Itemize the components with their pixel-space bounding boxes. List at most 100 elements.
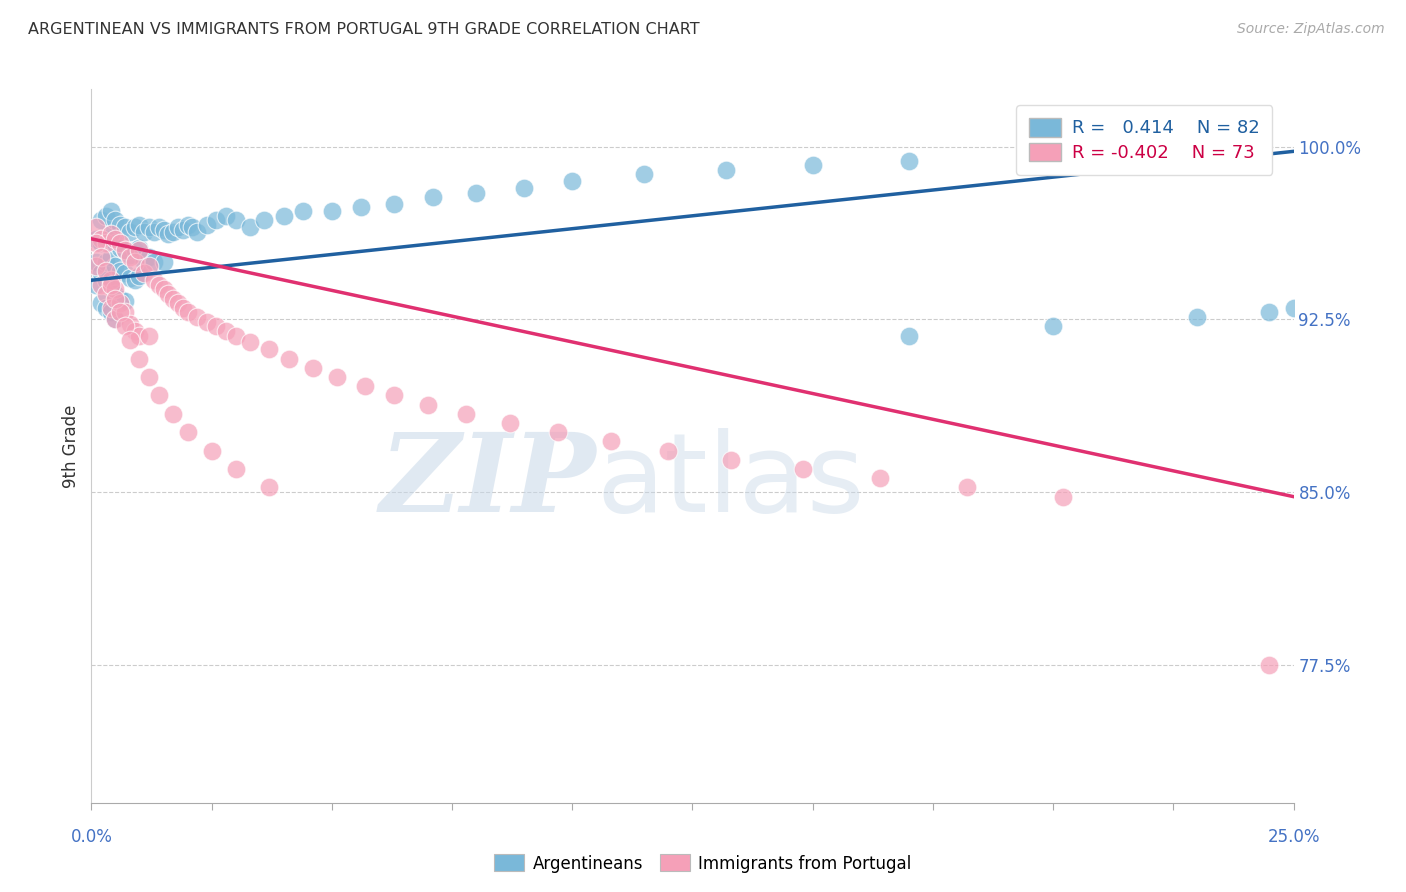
Point — [561, 174, 583, 188]
Point — [897, 153, 920, 168]
Point — [118, 248, 141, 262]
Point — [176, 425, 198, 440]
Point — [84, 236, 107, 251]
Point — [1042, 319, 1064, 334]
Point — [104, 232, 127, 246]
Point — [124, 244, 146, 258]
Point — [955, 480, 977, 494]
Point — [195, 218, 218, 232]
Point — [547, 425, 569, 440]
Point — [225, 328, 247, 343]
Point — [110, 296, 132, 310]
Point — [110, 264, 132, 278]
Point — [513, 181, 536, 195]
Point — [801, 158, 824, 172]
Point — [152, 255, 174, 269]
Point — [148, 388, 170, 402]
Point — [104, 283, 127, 297]
Point — [100, 277, 122, 292]
Point — [172, 222, 194, 236]
Point — [90, 266, 112, 280]
Point — [181, 220, 204, 235]
Point — [128, 268, 150, 283]
Point — [94, 209, 117, 223]
Text: ZIP: ZIP — [380, 428, 596, 535]
Point — [157, 227, 180, 242]
Point — [90, 232, 112, 246]
Point — [382, 388, 405, 402]
Point — [94, 232, 117, 246]
Point — [104, 260, 127, 274]
Point — [869, 471, 891, 485]
Point — [456, 407, 478, 421]
Point — [186, 310, 208, 324]
Point — [1258, 657, 1281, 672]
Point — [205, 319, 228, 334]
Point — [273, 209, 295, 223]
Text: 0.0%: 0.0% — [70, 828, 112, 846]
Point — [90, 277, 112, 292]
Point — [239, 335, 262, 350]
Point — [134, 255, 156, 269]
Point — [259, 480, 281, 494]
Point — [172, 301, 194, 315]
Point — [100, 250, 122, 264]
Point — [128, 241, 150, 255]
Point — [84, 260, 107, 274]
Point — [1234, 145, 1257, 159]
Point — [104, 236, 127, 251]
Point — [138, 328, 160, 343]
Point — [167, 296, 190, 310]
Point — [134, 225, 156, 239]
Point — [114, 293, 136, 308]
Point — [325, 370, 347, 384]
Point — [1282, 301, 1305, 315]
Legend: Argentineans, Immigrants from Portugal: Argentineans, Immigrants from Portugal — [488, 847, 918, 880]
Point — [118, 333, 141, 347]
Point — [195, 315, 218, 329]
Legend: R =   0.414    N = 82, R = -0.402    N = 73: R = 0.414 N = 82, R = -0.402 N = 73 — [1017, 105, 1272, 175]
Point — [104, 287, 127, 301]
Point — [118, 271, 141, 285]
Point — [599, 434, 621, 449]
Point — [633, 167, 655, 181]
Point — [124, 273, 146, 287]
Point — [84, 232, 107, 246]
Point — [152, 222, 174, 236]
Point — [1258, 305, 1281, 319]
Point — [350, 200, 373, 214]
Point — [291, 204, 314, 219]
Point — [118, 250, 141, 264]
Point — [239, 220, 262, 235]
Point — [114, 319, 136, 334]
Point — [162, 225, 184, 239]
Point — [100, 227, 122, 242]
Point — [186, 225, 208, 239]
Point — [152, 283, 174, 297]
Point — [100, 204, 122, 219]
Point — [1018, 149, 1040, 163]
Point — [90, 250, 112, 264]
Point — [114, 244, 136, 258]
Point — [128, 244, 150, 258]
Point — [90, 296, 112, 310]
Point — [167, 220, 190, 235]
Point — [110, 305, 132, 319]
Point — [1137, 146, 1160, 161]
Point — [138, 370, 160, 384]
Point — [124, 220, 146, 235]
Y-axis label: 9th Grade: 9th Grade — [62, 404, 80, 488]
Point — [94, 287, 117, 301]
Point — [205, 213, 228, 227]
Point — [104, 213, 127, 227]
Point — [792, 462, 814, 476]
Point — [110, 236, 132, 251]
Point — [124, 255, 146, 269]
Point — [215, 209, 238, 223]
Point — [128, 328, 150, 343]
Point — [720, 452, 742, 467]
Text: ARGENTINEAN VS IMMIGRANTS FROM PORTUGAL 9TH GRADE CORRELATION CHART: ARGENTINEAN VS IMMIGRANTS FROM PORTUGAL … — [28, 22, 700, 37]
Point — [94, 255, 117, 269]
Point — [128, 351, 150, 366]
Point — [253, 213, 276, 227]
